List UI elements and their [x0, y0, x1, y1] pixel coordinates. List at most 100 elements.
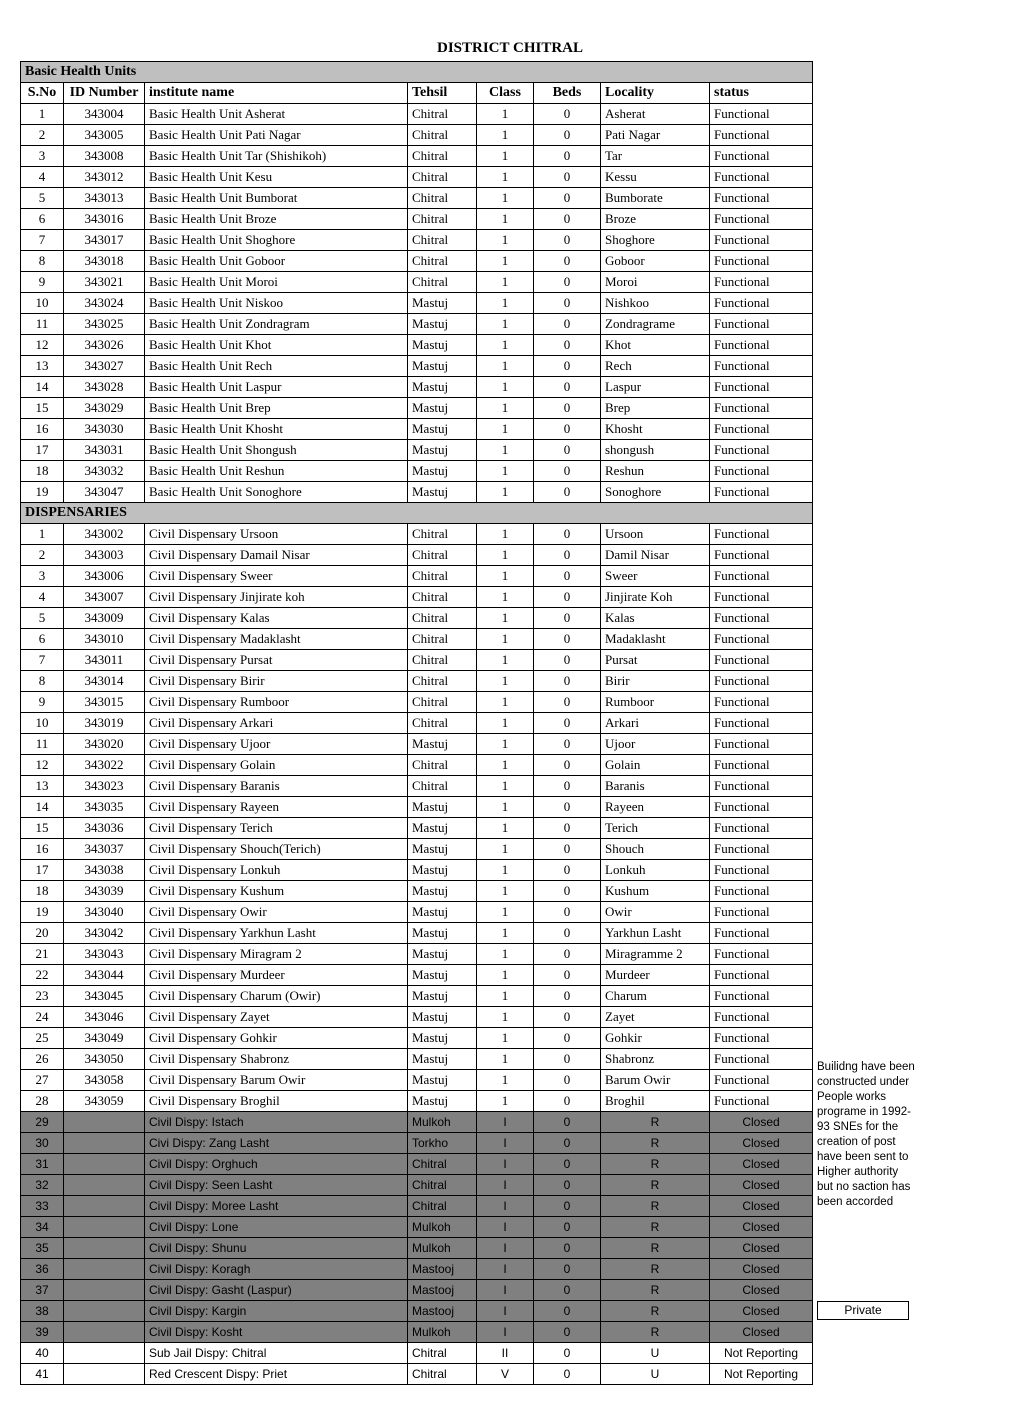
cell-name: Basic Health Unit Kesu: [145, 167, 408, 188]
cell-sno: 13: [21, 356, 64, 377]
cell-locality: Reshun: [601, 461, 710, 482]
cell-name: Civil Dispensary Yarkhun Lasht: [145, 923, 408, 944]
cell-class: 1: [477, 524, 534, 545]
cell-id: 343029: [64, 398, 145, 419]
table-row: 4343012Basic Health Unit KesuChitral10Ke…: [21, 167, 813, 188]
cell-sno: 19: [21, 902, 64, 923]
header-status: status: [710, 83, 813, 104]
cell-class: 1: [477, 1091, 534, 1112]
cell-status: Functional: [710, 881, 813, 902]
table-row: 23343045Civil Dispensary Charum (Owir)Ma…: [21, 986, 813, 1007]
cell-id: 343020: [64, 734, 145, 755]
cell-class: 1: [477, 1028, 534, 1049]
cell-tehsil: Mastuj: [408, 293, 477, 314]
cell-name: Civil Dispensary Zayet: [145, 1007, 408, 1028]
cell-id: 343059: [64, 1091, 145, 1112]
table-row: 5343009Civil Dispensary KalasChitral10Ka…: [21, 608, 813, 629]
cell-name: Civil Dispensary Kalas: [145, 608, 408, 629]
cell-status: Functional: [710, 734, 813, 755]
cell-id: 343040: [64, 902, 145, 923]
cell-id: 343009: [64, 608, 145, 629]
cell-class: 1: [477, 125, 534, 146]
cell-locality: R: [601, 1322, 710, 1343]
header-class: Class: [477, 83, 534, 104]
cell-id: 343046: [64, 1007, 145, 1028]
cell-id: 343003: [64, 545, 145, 566]
section-dispensaries-label: DISPENSARIES: [21, 503, 813, 524]
cell-class: 1: [477, 461, 534, 482]
table-row: 14343028Basic Health Unit LaspurMastuj10…: [21, 377, 813, 398]
cell-status: Functional: [710, 986, 813, 1007]
cell-tehsil: Chitral: [408, 272, 477, 293]
cell-id: 343015: [64, 692, 145, 713]
cell-sno: 3: [21, 146, 64, 167]
cell-id: 343010: [64, 629, 145, 650]
table-row: 5343013Basic Health Unit BumboratChitral…: [21, 188, 813, 209]
cell-beds: 0: [534, 881, 601, 902]
cell-name: Basic Health Unit Rech: [145, 356, 408, 377]
cell-status: Functional: [710, 1049, 813, 1070]
cell-tehsil: Chitral: [408, 692, 477, 713]
cell-tehsil: Mastuj: [408, 944, 477, 965]
cell-beds: 0: [534, 146, 601, 167]
cell-name: Basic Health Unit Niskoo: [145, 293, 408, 314]
cell-class: 1: [477, 944, 534, 965]
cell-locality: U: [601, 1364, 710, 1385]
cell-sno: 18: [21, 881, 64, 902]
cell-status: Functional: [710, 440, 813, 461]
table-row: 16343037Civil Dispensary Shouch(Terich)M…: [21, 839, 813, 860]
cell-class: I: [477, 1238, 534, 1259]
cell-id: 343035: [64, 797, 145, 818]
cell-locality: R: [601, 1196, 710, 1217]
cell-tehsil: Mastuj: [408, 1049, 477, 1070]
cell-class: 1: [477, 923, 534, 944]
cell-tehsil: Mastuj: [408, 1091, 477, 1112]
cell-id: 343039: [64, 881, 145, 902]
table-row: 40Sub Jail Dispy: ChitralChitralII0UNot …: [21, 1343, 813, 1364]
table-row: 15343029Basic Health Unit BrepMastuj10Br…: [21, 398, 813, 419]
cell-locality: Bumborate: [601, 188, 710, 209]
cell-sno: 4: [21, 587, 64, 608]
cell-status: Functional: [710, 356, 813, 377]
cell-class: 1: [477, 1007, 534, 1028]
cell-status: Functional: [710, 482, 813, 503]
cell-class: 1: [477, 419, 534, 440]
cell-beds: 0: [534, 419, 601, 440]
cell-locality: Miragramme 2: [601, 944, 710, 965]
cell-class: I: [477, 1217, 534, 1238]
cell-id: 343007: [64, 587, 145, 608]
cell-status: Closed: [710, 1238, 813, 1259]
cell-locality: R: [601, 1175, 710, 1196]
table-row: 39Civil Dispy: KoshtMulkohI0RClosed: [21, 1322, 813, 1343]
cell-name: Civil Dispy: Shunu: [145, 1238, 408, 1259]
header-locality: Locality: [601, 83, 710, 104]
cell-name: Civil Dispensary Broghil: [145, 1091, 408, 1112]
cell-status: Functional: [710, 377, 813, 398]
cell-tehsil: Mastuj: [408, 839, 477, 860]
cell-class: I: [477, 1112, 534, 1133]
cell-class: 1: [477, 860, 534, 881]
cell-beds: 0: [534, 314, 601, 335]
cell-beds: 0: [534, 1175, 601, 1196]
cell-status: Functional: [710, 188, 813, 209]
cell-class: 1: [477, 587, 534, 608]
cell-class: I: [477, 1322, 534, 1343]
cell-locality: R: [601, 1112, 710, 1133]
cell-id: [64, 1301, 145, 1322]
cell-locality: R: [601, 1238, 710, 1259]
cell-id: 343004: [64, 104, 145, 125]
cell-class: I: [477, 1133, 534, 1154]
cell-sno: 9: [21, 272, 64, 293]
cell-beds: 0: [534, 1343, 601, 1364]
cell-locality: Owir: [601, 902, 710, 923]
cell-name: Civil Dispensary Shabronz: [145, 1049, 408, 1070]
cell-status: Functional: [710, 923, 813, 944]
cell-tehsil: Chitral: [408, 1343, 477, 1364]
cell-name: Basic Health Unit Zondragram: [145, 314, 408, 335]
cell-name: Civil Dispensary Baranis: [145, 776, 408, 797]
cell-id: 343002: [64, 524, 145, 545]
table-row: 7343017Basic Health Unit ShoghoreChitral…: [21, 230, 813, 251]
cell-sno: 5: [21, 188, 64, 209]
table-row: 35Civil Dispy: ShunuMulkohI0RClosed: [21, 1238, 813, 1259]
cell-sno: 13: [21, 776, 64, 797]
